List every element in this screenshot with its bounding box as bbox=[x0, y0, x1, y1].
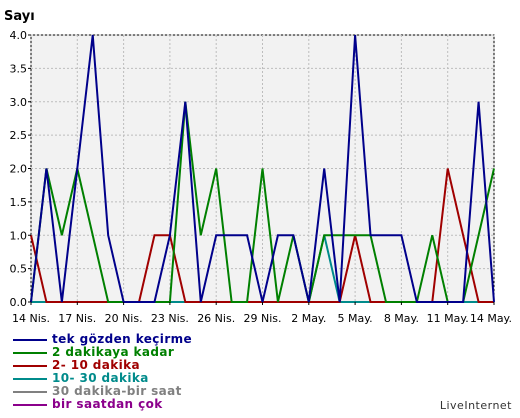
legend-label: 2- 10 dakika bbox=[52, 358, 141, 372]
x-tick-label: 14 May. bbox=[470, 312, 512, 325]
legend-label: 10- 30 dakika bbox=[52, 371, 149, 385]
y-axis-title: Sayı bbox=[4, 9, 35, 24]
x-tick-label: 5 May. bbox=[338, 312, 373, 325]
legend-swatch bbox=[13, 352, 47, 354]
y-tick-label: 3.5 bbox=[10, 62, 28, 75]
legend-swatch bbox=[13, 378, 47, 380]
legend-label: bir saatdan çok bbox=[52, 397, 163, 411]
x-tick-label: 23 Nis. bbox=[151, 312, 189, 325]
y-axis-ticks: 0.0 0.5 1.0 1.5 2.0 2.5 3.0 3.5 4.0 bbox=[10, 29, 31, 309]
y-tick-label: 1.5 bbox=[10, 196, 28, 209]
x-tick-label: 2 May. bbox=[291, 312, 326, 325]
y-tick-label: 4.0 bbox=[10, 29, 28, 42]
x-tick-label: 8 May. bbox=[384, 312, 419, 325]
legend-swatch bbox=[13, 339, 47, 341]
legend-label: 30 dakika-bir saat bbox=[52, 384, 182, 398]
line-chart: 0.0 0.5 1.0 1.5 2.0 2.5 3.0 3.5 4.0 14 Nis. 17 Ni… bbox=[4, 9, 512, 325]
legend-swatch bbox=[13, 404, 47, 406]
legend-label: 2 dakikaya kadar bbox=[52, 345, 175, 359]
legend-swatch bbox=[13, 391, 47, 393]
y-tick-label: 0.0 bbox=[10, 296, 28, 309]
x-tick-label: 20 Nis. bbox=[105, 312, 143, 325]
x-tick-label: 17 Nis. bbox=[58, 312, 96, 325]
y-tick-label: 2.0 bbox=[10, 163, 28, 176]
x-axis-ticks: 14 Nis. 17 Nis. 20 Nis. 23 Nis. 26 Nis. 29 Ni… bbox=[12, 302, 512, 325]
x-tick-label: 26 Nis. bbox=[197, 312, 235, 325]
y-tick-label: 0.5 bbox=[10, 263, 28, 276]
x-tick-label: 14 Nis. bbox=[12, 312, 50, 325]
x-tick-label: 11 May. bbox=[427, 312, 469, 325]
y-tick-label: 2.5 bbox=[10, 129, 28, 142]
y-tick-label: 3.0 bbox=[10, 96, 28, 109]
legend-label: tek gözden keçirme bbox=[52, 332, 193, 346]
brand-label: LiveInternet bbox=[439, 399, 512, 412]
legend-swatch bbox=[13, 365, 47, 367]
y-tick-label: 1.0 bbox=[10, 229, 28, 242]
x-tick-label: 29 Nis. bbox=[243, 312, 281, 325]
